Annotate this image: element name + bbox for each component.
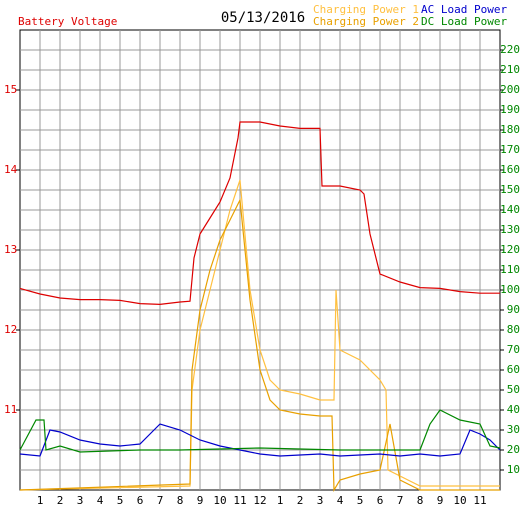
x-tick-label: 4 — [97, 494, 104, 507]
x-tick-label: 3 — [77, 494, 84, 507]
x-tick-label: 9 — [437, 494, 444, 507]
y2-tick-label: 10 — [507, 463, 520, 476]
y2-tick-label: 30 — [507, 423, 520, 436]
y2-tick-label: 190 — [500, 103, 520, 116]
y2-tick-label: 70 — [507, 343, 520, 356]
y-tick-label: 14 — [4, 163, 18, 176]
x-tick-label: 8 — [417, 494, 424, 507]
y2-tick-label: 160 — [500, 163, 520, 176]
x-tick-label: 1 — [37, 494, 44, 507]
y2-tick-label: 110 — [500, 263, 520, 276]
y2-tick-label: 130 — [500, 223, 520, 236]
legend-entry: DC Load Power — [421, 15, 507, 28]
x-tick-label: 9 — [197, 494, 204, 507]
series-line — [19, 409, 501, 453]
y2-tick-label: 40 — [507, 403, 520, 416]
x-tick-label: 5 — [357, 494, 364, 507]
x-tick-label: 10 — [213, 494, 226, 507]
x-tick-label: 5 — [117, 494, 124, 507]
series-line — [19, 423, 501, 457]
x-tick-label: 7 — [157, 494, 164, 507]
legend-entry: Charging Power 2 — [313, 15, 419, 28]
x-tick-label: 2 — [297, 494, 304, 507]
legend-entry: Charging Power 1 — [313, 3, 419, 16]
series-line — [19, 121, 500, 306]
y2-tick-label: 120 — [500, 243, 520, 256]
y2-tick-label: 50 — [507, 383, 520, 396]
x-tick-label: 8 — [177, 494, 184, 507]
y2-tick-label: 90 — [507, 303, 520, 316]
legend-entry: AC Load Power — [421, 3, 507, 16]
x-tick-label: 6 — [377, 494, 384, 507]
y-tick-label: 11 — [4, 403, 17, 416]
y2-tick-label: 200 — [500, 83, 520, 96]
x-tick-label: 1 — [277, 494, 284, 507]
y2-tick-label: 150 — [500, 183, 520, 196]
y2-tick-label: 80 — [507, 323, 520, 336]
y2-tick-label: 220 — [500, 43, 520, 56]
x-tick-label: 3 — [317, 494, 324, 507]
y2-tick-label: 210 — [500, 63, 520, 76]
x-tick-label: 11 — [473, 494, 486, 507]
x-tick-label: 2 — [57, 494, 64, 507]
y2-tick-label: 100 — [500, 283, 520, 296]
y2-tick-label: 140 — [500, 203, 520, 216]
y2-tick-label: 180 — [500, 123, 520, 136]
series-line — [19, 179, 500, 491]
y2-tick-label: 170 — [500, 143, 520, 156]
x-tick-label: 11 — [233, 494, 246, 507]
x-tick-label: 7 — [397, 494, 404, 507]
x-tick-label: 12 — [253, 494, 266, 507]
chart-title: 05/13/2016 — [221, 10, 305, 26]
x-tick-label: 10 — [453, 494, 466, 507]
y-tick-label: 13 — [4, 243, 17, 256]
y-tick-label: 12 — [4, 323, 17, 336]
y-tick-label: 15 — [4, 83, 17, 96]
x-tick-label: 4 — [337, 494, 344, 507]
x-tick-label: 6 — [137, 494, 144, 507]
y-axis-label: Battery Voltage — [18, 15, 117, 28]
y2-tick-label: 60 — [507, 363, 520, 376]
y2-tick-label: 20 — [507, 443, 520, 456]
